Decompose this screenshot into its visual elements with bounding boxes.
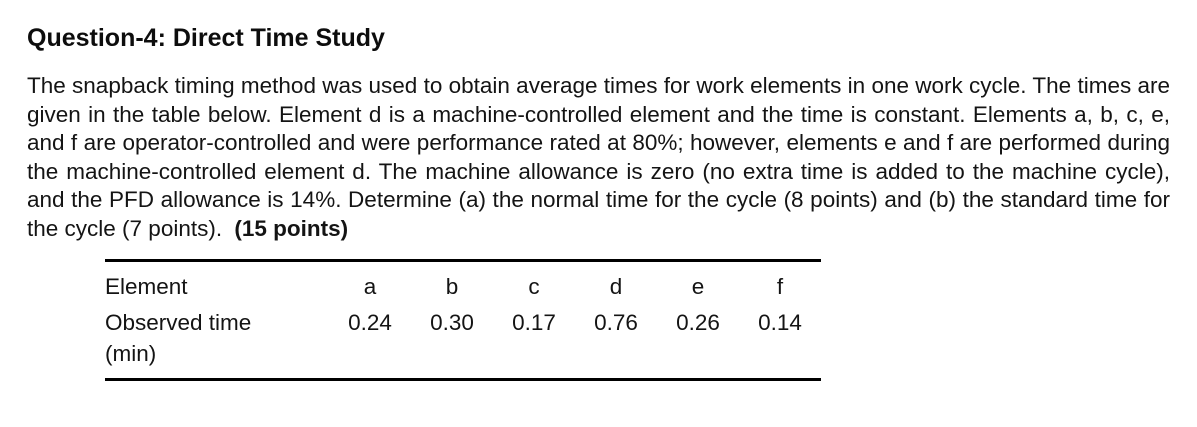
table-header-row: Element a b c d e f (105, 261, 821, 308)
element-col-c: c (528, 274, 540, 299)
observed-time-label-cell: Observed time (min) (105, 307, 329, 380)
observed-value-d: 0.76 (594, 310, 638, 335)
observed-value-e: 0.26 (676, 310, 720, 335)
observed-value-c: 0.17 (512, 310, 556, 335)
observed-time-row: Observed time (min) 0.24 0.30 0.17 0.76 … (105, 307, 821, 380)
observed-time-label: Observed time (105, 310, 252, 335)
question-title: Question-4: Direct Time Study (27, 24, 385, 52)
element-col-d: d (609, 274, 623, 299)
element-col-a: a (363, 274, 377, 299)
observed-value-b: 0.30 (430, 310, 474, 335)
observed-value-a: 0.24 (348, 310, 392, 335)
document-page: Question-4: Direct Time Study The snapba… (27, 24, 1170, 381)
element-header-cell: Element (105, 274, 188, 299)
observed-time-unit: (min) (105, 341, 157, 366)
element-col-b: b (445, 274, 459, 299)
question-paragraph: The snapback timing method was used to o… (27, 72, 1170, 243)
element-col-e: e (691, 274, 705, 299)
observed-value-f: 0.14 (758, 310, 802, 335)
observed-times-table: Element a b c d e f Observed time (min) … (105, 259, 821, 381)
question-body-text: The snapback timing method was used to o… (27, 73, 1170, 241)
element-col-f: f (776, 274, 784, 299)
total-points-label: (15 points) (234, 215, 349, 241)
